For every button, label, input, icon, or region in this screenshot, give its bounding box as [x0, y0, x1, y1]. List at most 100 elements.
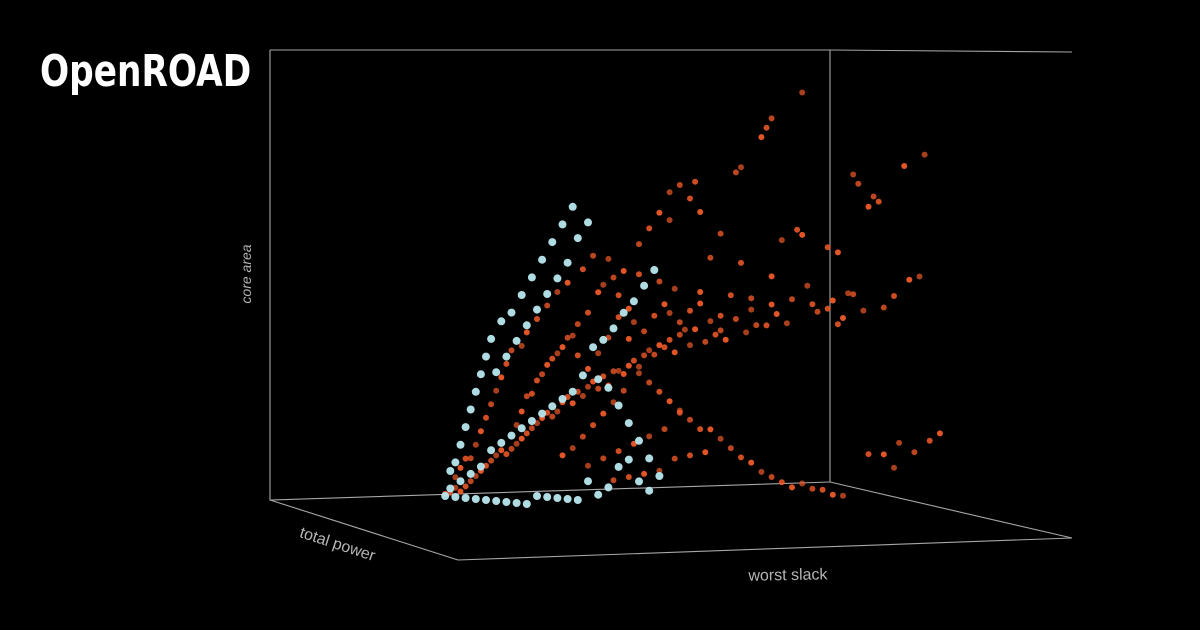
back-left-frame [269, 50, 831, 501]
scatter-point-light [492, 368, 501, 377]
scatter-point-orange [671, 349, 678, 356]
scatter-point-orange [651, 351, 658, 358]
scatter-point-orange [610, 399, 617, 406]
scatter-point-orange [748, 295, 755, 302]
scatter-point-orange [646, 225, 653, 232]
scatter-point-light [604, 483, 613, 492]
scatter-point-orange [636, 363, 642, 370]
scatter-point-orange [671, 285, 678, 292]
x-axis-label: worst slack [747, 566, 828, 584]
scatter-point-orange [462, 483, 469, 490]
scatter-point-orange [625, 335, 632, 342]
scatter-point-light [482, 352, 490, 361]
scatter-point-light [446, 484, 455, 493]
scatter-point-orange [579, 393, 586, 399]
scatter-point-light [461, 494, 470, 502]
scatter-point-orange [891, 293, 897, 299]
scatter-point-light [533, 492, 541, 500]
scatter-point-orange [528, 425, 535, 432]
worst-slack-axis [457, 537, 1073, 561]
scatter-point-light [614, 401, 623, 410]
scatter-point-light [507, 431, 516, 440]
scatter-point-light [573, 234, 582, 243]
scatter-point-orange [554, 350, 561, 357]
scatter-point-orange [569, 445, 576, 452]
scatter-point-orange [641, 328, 648, 335]
scatter-point-light [568, 202, 577, 211]
scatter-point-light [466, 469, 475, 478]
scatter-point-orange [610, 274, 617, 281]
scatter-point-orange [732, 316, 739, 322]
scatter-point-orange [666, 398, 673, 405]
scatter-point-orange [600, 281, 607, 288]
scatter-point-orange [615, 367, 622, 374]
scatter-point-light [624, 419, 633, 428]
scatter-point-orange [880, 451, 887, 458]
scatter-point-orange [707, 318, 714, 325]
scatter-point-light [604, 383, 613, 392]
scatter-point-orange [493, 387, 500, 394]
scatter-point-light [466, 405, 475, 414]
scatter-point-orange [462, 455, 469, 462]
scatter-point-light [635, 436, 643, 445]
scatter-point-light [543, 493, 552, 501]
scatter-point-orange [523, 329, 530, 336]
scatter-point-orange [697, 300, 704, 307]
scatter-point-orange [722, 336, 729, 343]
scatter-point-orange [498, 374, 505, 381]
scatter-point-light [527, 417, 536, 425]
scatter-point-orange [559, 344, 566, 351]
scatter-point-orange [738, 454, 744, 461]
scatter-point-orange [768, 273, 775, 280]
scatter-point-orange [748, 306, 755, 313]
scatter-point-light [594, 490, 603, 499]
scatter-point-light [527, 273, 536, 282]
scatter-point-orange [656, 388, 663, 395]
scatter-point-orange [625, 474, 632, 480]
scatter-point-orange [666, 189, 673, 196]
scatter-point-orange [615, 292, 622, 299]
scatter-point-orange [687, 307, 693, 314]
scatter-point-light [522, 500, 531, 508]
scatter-point-orange [625, 305, 632, 312]
scatter-point-orange [569, 332, 576, 339]
scatter-point-orange [585, 365, 591, 372]
scatter-point-orange [544, 361, 551, 368]
scatter-point-orange [595, 289, 602, 296]
scatter-point-orange [819, 486, 826, 493]
scatter-point-orange [549, 355, 556, 362]
scatter-point-orange [727, 445, 734, 452]
scatter-point-light [629, 297, 638, 306]
scatter-point-orange [855, 180, 862, 187]
scatter-point-light [451, 458, 460, 467]
scatter-point-light [543, 290, 552, 298]
scatter-point-orange [702, 449, 709, 456]
scatter-point-orange [789, 296, 795, 303]
scatter-point-orange [620, 268, 627, 274]
scatter-point-orange [661, 426, 668, 433]
scatter-point-orange [590, 422, 597, 429]
scatter-point-orange [544, 302, 551, 309]
scatter-point-orange [727, 292, 734, 299]
scatter-point-orange [467, 478, 474, 485]
scatter-point-orange [778, 479, 785, 486]
scatter-point-orange [717, 327, 724, 334]
scatter-point-orange [559, 452, 566, 459]
scatter-point-orange [748, 459, 755, 466]
scatter-point-orange [528, 390, 535, 397]
floor-right-edge [829, 481, 1073, 539]
scatter-point-light [502, 352, 511, 361]
scatter-point-orange [799, 231, 806, 238]
scatter-point-light [538, 255, 547, 264]
scatter-point-orange [676, 409, 683, 416]
scatter-point-orange [539, 371, 546, 378]
scatter-point-orange [926, 437, 933, 444]
scatter-point-orange [829, 491, 836, 498]
scatter-point-light [512, 499, 521, 507]
scatter-point-light [451, 493, 460, 501]
scatter-point-orange [651, 312, 658, 319]
scatter-point-orange [681, 326, 688, 333]
scatter-point-orange [646, 433, 653, 440]
scatter-point-light [584, 218, 592, 227]
scatter-point-orange [508, 347, 515, 354]
